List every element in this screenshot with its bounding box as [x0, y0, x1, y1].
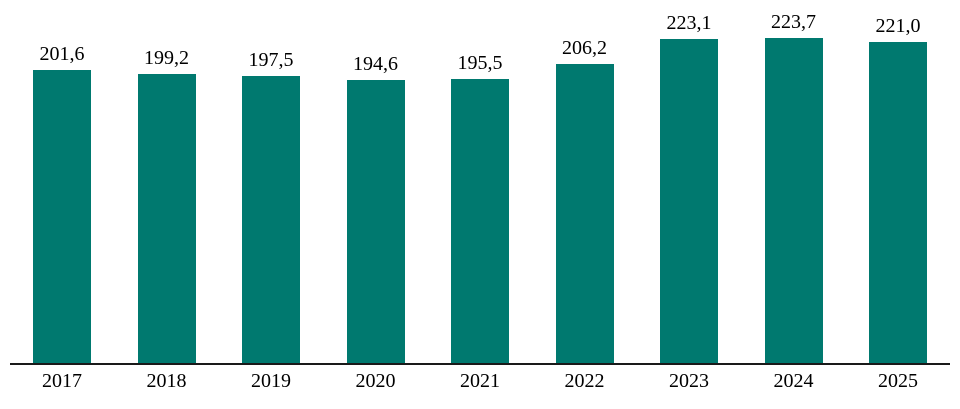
bar-group: 206,2 [533, 0, 637, 363]
bar [137, 74, 196, 363]
x-axis-tick-label: 2019 [251, 370, 291, 392]
bar-group: 197,5 [219, 0, 323, 363]
bar [869, 42, 927, 363]
bar-group: 223,7 [742, 0, 846, 363]
bar-group: 223,1 [637, 0, 741, 363]
x-axis-tick-label: 2023 [669, 370, 709, 392]
bar [33, 70, 91, 363]
bar [346, 80, 405, 363]
bar [451, 79, 509, 363]
bar-value-label: 223,7 [771, 11, 816, 33]
bar-group: 221,0 [846, 0, 950, 363]
bar [242, 76, 300, 363]
x-axis-tick-label: 2025 [878, 370, 918, 392]
bar-value-label: 194,6 [353, 53, 398, 75]
bar-value-label: 223,1 [666, 12, 712, 34]
x-axis-tick-label: 2018 [146, 370, 187, 392]
x-axis-tick-label: 2022 [564, 370, 605, 392]
bar-value-label: 195,5 [457, 52, 503, 74]
bar-group: 201,6 [10, 0, 114, 363]
bar-value-label: 201,6 [39, 43, 85, 65]
x-axis-tick-label: 2017 [42, 370, 82, 392]
x-axis-tick-label: 2020 [355, 370, 396, 392]
bar [764, 38, 823, 363]
bar-group: 194,6 [324, 0, 428, 363]
x-axis-line [10, 363, 950, 365]
bar-group: 195,5 [428, 0, 532, 363]
bar-group: 199,2 [115, 0, 219, 363]
x-axis-tick-label: 2024 [773, 370, 814, 392]
bar-value-label: 221,0 [875, 15, 921, 37]
x-axis-tick-label: 2021 [460, 370, 500, 392]
bar [555, 64, 614, 363]
bar-value-label: 206,2 [562, 37, 607, 59]
bar-value-label: 197,5 [248, 49, 294, 71]
bar-value-label: 199,2 [144, 47, 189, 69]
bar [660, 39, 718, 363]
